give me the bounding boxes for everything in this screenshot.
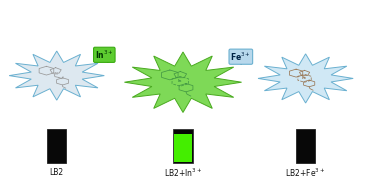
Text: LB2+In$^{3+}$: LB2+In$^{3+}$ bbox=[164, 166, 202, 179]
Bar bbox=[173, 129, 193, 163]
Bar bbox=[47, 129, 66, 163]
Text: LB2+Fe$^{3+}$: LB2+Fe$^{3+}$ bbox=[285, 166, 326, 179]
Text: N: N bbox=[55, 72, 58, 76]
Text: Fe$^{3+}$: Fe$^{3+}$ bbox=[230, 50, 251, 63]
Bar bbox=[174, 130, 192, 134]
Text: In$^{3+}$: In$^{3+}$ bbox=[95, 49, 114, 61]
Text: H: H bbox=[61, 76, 64, 80]
Bar bbox=[174, 134, 192, 162]
Polygon shape bbox=[9, 51, 104, 100]
Polygon shape bbox=[124, 52, 242, 112]
Polygon shape bbox=[258, 54, 353, 103]
Text: In: In bbox=[178, 79, 183, 83]
Bar bbox=[296, 129, 315, 163]
Text: Fe: Fe bbox=[302, 76, 307, 80]
Text: LB2: LB2 bbox=[50, 168, 64, 177]
